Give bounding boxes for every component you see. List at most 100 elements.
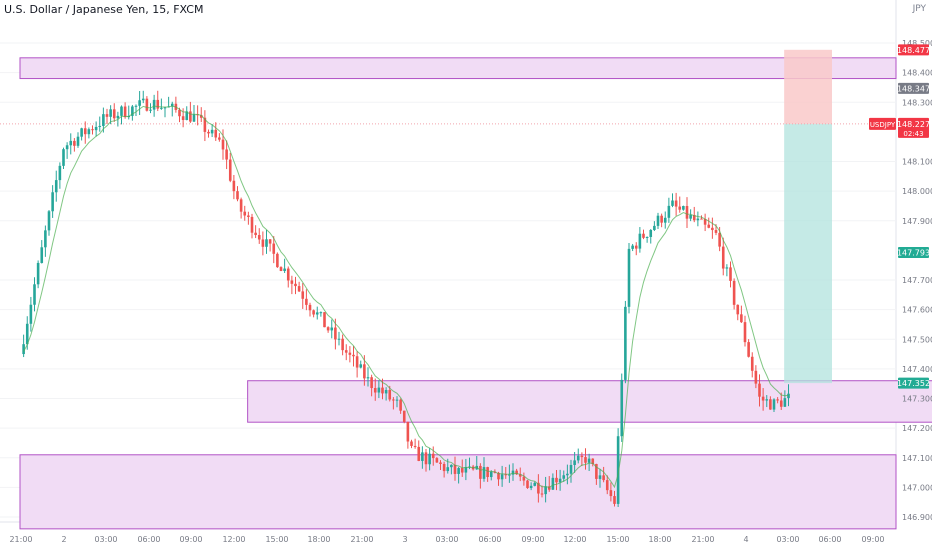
moving-average-line xyxy=(23,105,789,489)
candle-body xyxy=(587,458,591,463)
candle-body xyxy=(497,472,500,480)
candle-body xyxy=(580,455,584,458)
candle-body xyxy=(80,128,83,137)
candle-body xyxy=(526,480,529,489)
x-tick-label: 06:00 xyxy=(137,535,160,544)
candle-body xyxy=(392,399,395,401)
candle-body xyxy=(642,233,645,238)
candle-body xyxy=(439,462,442,464)
candle-body xyxy=(112,109,116,119)
candle-body xyxy=(446,467,450,472)
candle-body xyxy=(243,211,247,216)
candle-body xyxy=(156,99,160,109)
candle-body xyxy=(152,99,156,110)
x-tick-label: 3 xyxy=(402,535,407,544)
candle-body xyxy=(268,239,272,244)
candle-body xyxy=(714,230,718,233)
candle-body xyxy=(413,445,417,447)
currency-label: JPY xyxy=(912,4,926,14)
candle-body xyxy=(308,304,312,311)
x-tick-label: 18:00 xyxy=(648,535,671,544)
candle-body xyxy=(337,338,341,340)
candle-body xyxy=(381,387,384,394)
candle-body xyxy=(605,480,609,491)
candle-body xyxy=(674,200,678,207)
x-tick-label: 15:00 xyxy=(265,535,288,544)
candle-body xyxy=(558,478,562,483)
candle-body xyxy=(634,245,638,249)
x-tick-label: 2 xyxy=(61,535,66,544)
supply-demand-zone[interactable] xyxy=(19,454,897,530)
candle-body xyxy=(305,298,308,305)
candle-body xyxy=(754,370,758,384)
candle-body xyxy=(207,131,210,134)
candle-body xyxy=(265,239,268,247)
candle-body xyxy=(431,453,435,459)
y-tick-label: 147.500 xyxy=(902,335,932,344)
candle-body xyxy=(344,350,348,353)
y-tick-label: 147.900 xyxy=(902,217,932,226)
candle-body xyxy=(69,140,73,146)
candle-body xyxy=(761,396,765,401)
x-tick-label: 12:00 xyxy=(563,535,586,544)
x-tick-label: 06:00 xyxy=(478,535,501,544)
candle-body xyxy=(696,218,700,221)
candle-body xyxy=(76,136,80,146)
y-tick-label: 148.400 xyxy=(902,69,932,78)
candle-body xyxy=(707,224,711,228)
candle-body xyxy=(428,453,431,465)
candle-body xyxy=(341,338,344,351)
candle-body xyxy=(283,268,286,271)
candle-body xyxy=(160,107,163,109)
candle-body xyxy=(134,105,138,107)
candle-body xyxy=(145,98,149,111)
candle-body xyxy=(297,286,301,292)
take-profit-zone[interactable] xyxy=(784,123,832,384)
countdown-label: 02:43 xyxy=(903,130,923,138)
price-label: 148.347 xyxy=(897,84,930,93)
candle-body xyxy=(537,482,540,494)
candle-body xyxy=(667,205,671,218)
candle-body xyxy=(91,129,94,131)
candle-body xyxy=(62,149,65,166)
y-tick-label: 147.400 xyxy=(902,365,932,374)
x-tick-label: 12:00 xyxy=(222,535,245,544)
candle-body xyxy=(261,239,265,247)
y-tick-label: 147.600 xyxy=(902,306,932,315)
candle-body xyxy=(44,230,47,248)
candle-body xyxy=(700,218,703,220)
candle-body xyxy=(54,180,58,193)
candle-body xyxy=(366,377,370,379)
candle-body xyxy=(743,322,747,343)
candle-body xyxy=(576,455,580,461)
supply-demand-zone[interactable] xyxy=(247,380,932,423)
candle-body xyxy=(627,248,631,307)
x-tick-label: 21:00 xyxy=(691,535,714,544)
x-tick-label: 18:00 xyxy=(307,535,330,544)
candle-body xyxy=(703,219,707,225)
candle-body xyxy=(645,236,649,238)
candle-body xyxy=(33,284,36,305)
candle-body xyxy=(221,139,225,150)
candle-body xyxy=(109,109,112,117)
candle-body xyxy=(569,464,573,474)
price-label-bg xyxy=(898,246,929,258)
symbol-header: U.S. Dollar / Japanese Yen, 15, FXCM xyxy=(4,3,204,16)
y-tick-label: 147.300 xyxy=(902,395,932,404)
candle-body xyxy=(421,452,424,461)
candle-body xyxy=(620,379,624,437)
candle-body xyxy=(51,192,54,212)
candle-body xyxy=(671,200,674,206)
candle-body xyxy=(138,100,141,106)
stop-loss-zone[interactable] xyxy=(784,49,832,124)
supply-demand-zone[interactable] xyxy=(19,57,897,80)
candle-body xyxy=(131,106,134,116)
candle-body xyxy=(649,229,653,237)
candle-body xyxy=(399,399,402,411)
candle-body xyxy=(58,165,62,181)
candle-body xyxy=(729,267,732,281)
candle-body xyxy=(388,390,392,400)
y-tick-label: 147.000 xyxy=(902,483,932,492)
candle-body xyxy=(653,225,656,230)
